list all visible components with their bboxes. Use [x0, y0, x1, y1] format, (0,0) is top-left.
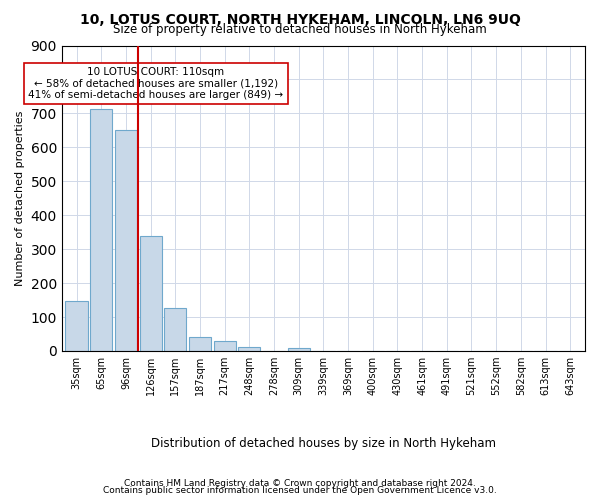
Text: Contains public sector information licensed under the Open Government Licence v3: Contains public sector information licen… — [103, 486, 497, 495]
Bar — [238, 347, 260, 351]
Bar — [214, 341, 236, 351]
Bar — [164, 308, 187, 351]
Bar — [65, 300, 88, 351]
Text: Contains HM Land Registry data © Crown copyright and database right 2024.: Contains HM Land Registry data © Crown c… — [124, 478, 476, 488]
Text: Size of property relative to detached houses in North Hykeham: Size of property relative to detached ho… — [113, 22, 487, 36]
Bar — [115, 130, 137, 351]
Bar — [287, 348, 310, 351]
Text: 10, LOTUS COURT, NORTH HYKEHAM, LINCOLN, LN6 9UQ: 10, LOTUS COURT, NORTH HYKEHAM, LINCOLN,… — [80, 12, 520, 26]
Bar — [140, 236, 162, 351]
Bar — [90, 110, 112, 351]
Y-axis label: Number of detached properties: Number of detached properties — [15, 110, 25, 286]
Bar — [189, 338, 211, 351]
X-axis label: Distribution of detached houses by size in North Hykeham: Distribution of detached houses by size … — [151, 437, 496, 450]
Text: 10 LOTUS COURT: 110sqm
← 58% of detached houses are smaller (1,192)
41% of semi-: 10 LOTUS COURT: 110sqm ← 58% of detached… — [28, 67, 284, 100]
